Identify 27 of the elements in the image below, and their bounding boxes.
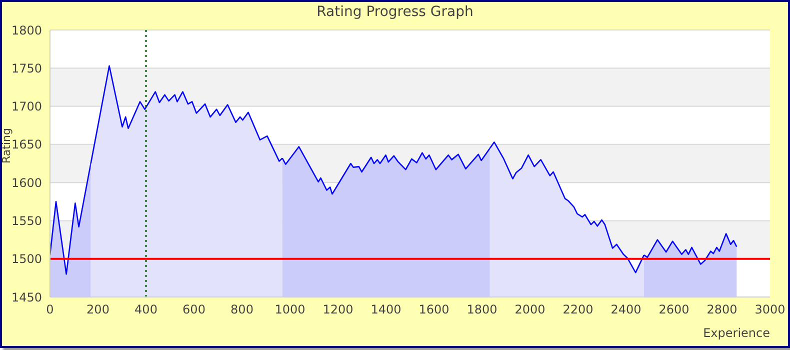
x-tick-label: 2400 [610, 302, 642, 317]
y-tick-label: 1650 [11, 138, 42, 152]
x-tick-label: 400 [134, 302, 158, 317]
x-tick-label: 1200 [322, 302, 354, 317]
y-tick-label: 1800 [11, 23, 42, 38]
x-tick-label: 1000 [274, 302, 306, 317]
x-tick-label: 2800 [706, 302, 738, 317]
x-tick-label: 200 [86, 302, 110, 317]
y-tick-label: 1550 [11, 214, 42, 228]
x-tick-label: 600 [182, 302, 206, 317]
x-tick-label: 1800 [466, 302, 498, 317]
x-tick-label: 800 [230, 302, 254, 317]
y-tick-label: 1700 [11, 100, 42, 114]
y-axis-title: Rating [0, 128, 13, 164]
x-tick-label: 2600 [658, 302, 690, 317]
y-tick-label: 1500 [11, 252, 42, 266]
x-tick-label: 1600 [418, 302, 450, 317]
y-tick-label: 1750 [11, 61, 42, 76]
x-tick-label: 1400 [370, 302, 402, 317]
y-tick-label: 1450 [11, 290, 42, 304]
x-tick-label: 3000 [754, 302, 786, 317]
x-tick-label: 0 [46, 302, 54, 317]
x-tick-label: 2000 [514, 302, 546, 317]
x-tick-label: 2200 [562, 302, 594, 317]
y-tick-label: 1600 [11, 176, 42, 190]
chart-title: Rating Progress Graph [316, 4, 474, 20]
x-axis-title: Experience [703, 326, 770, 340]
